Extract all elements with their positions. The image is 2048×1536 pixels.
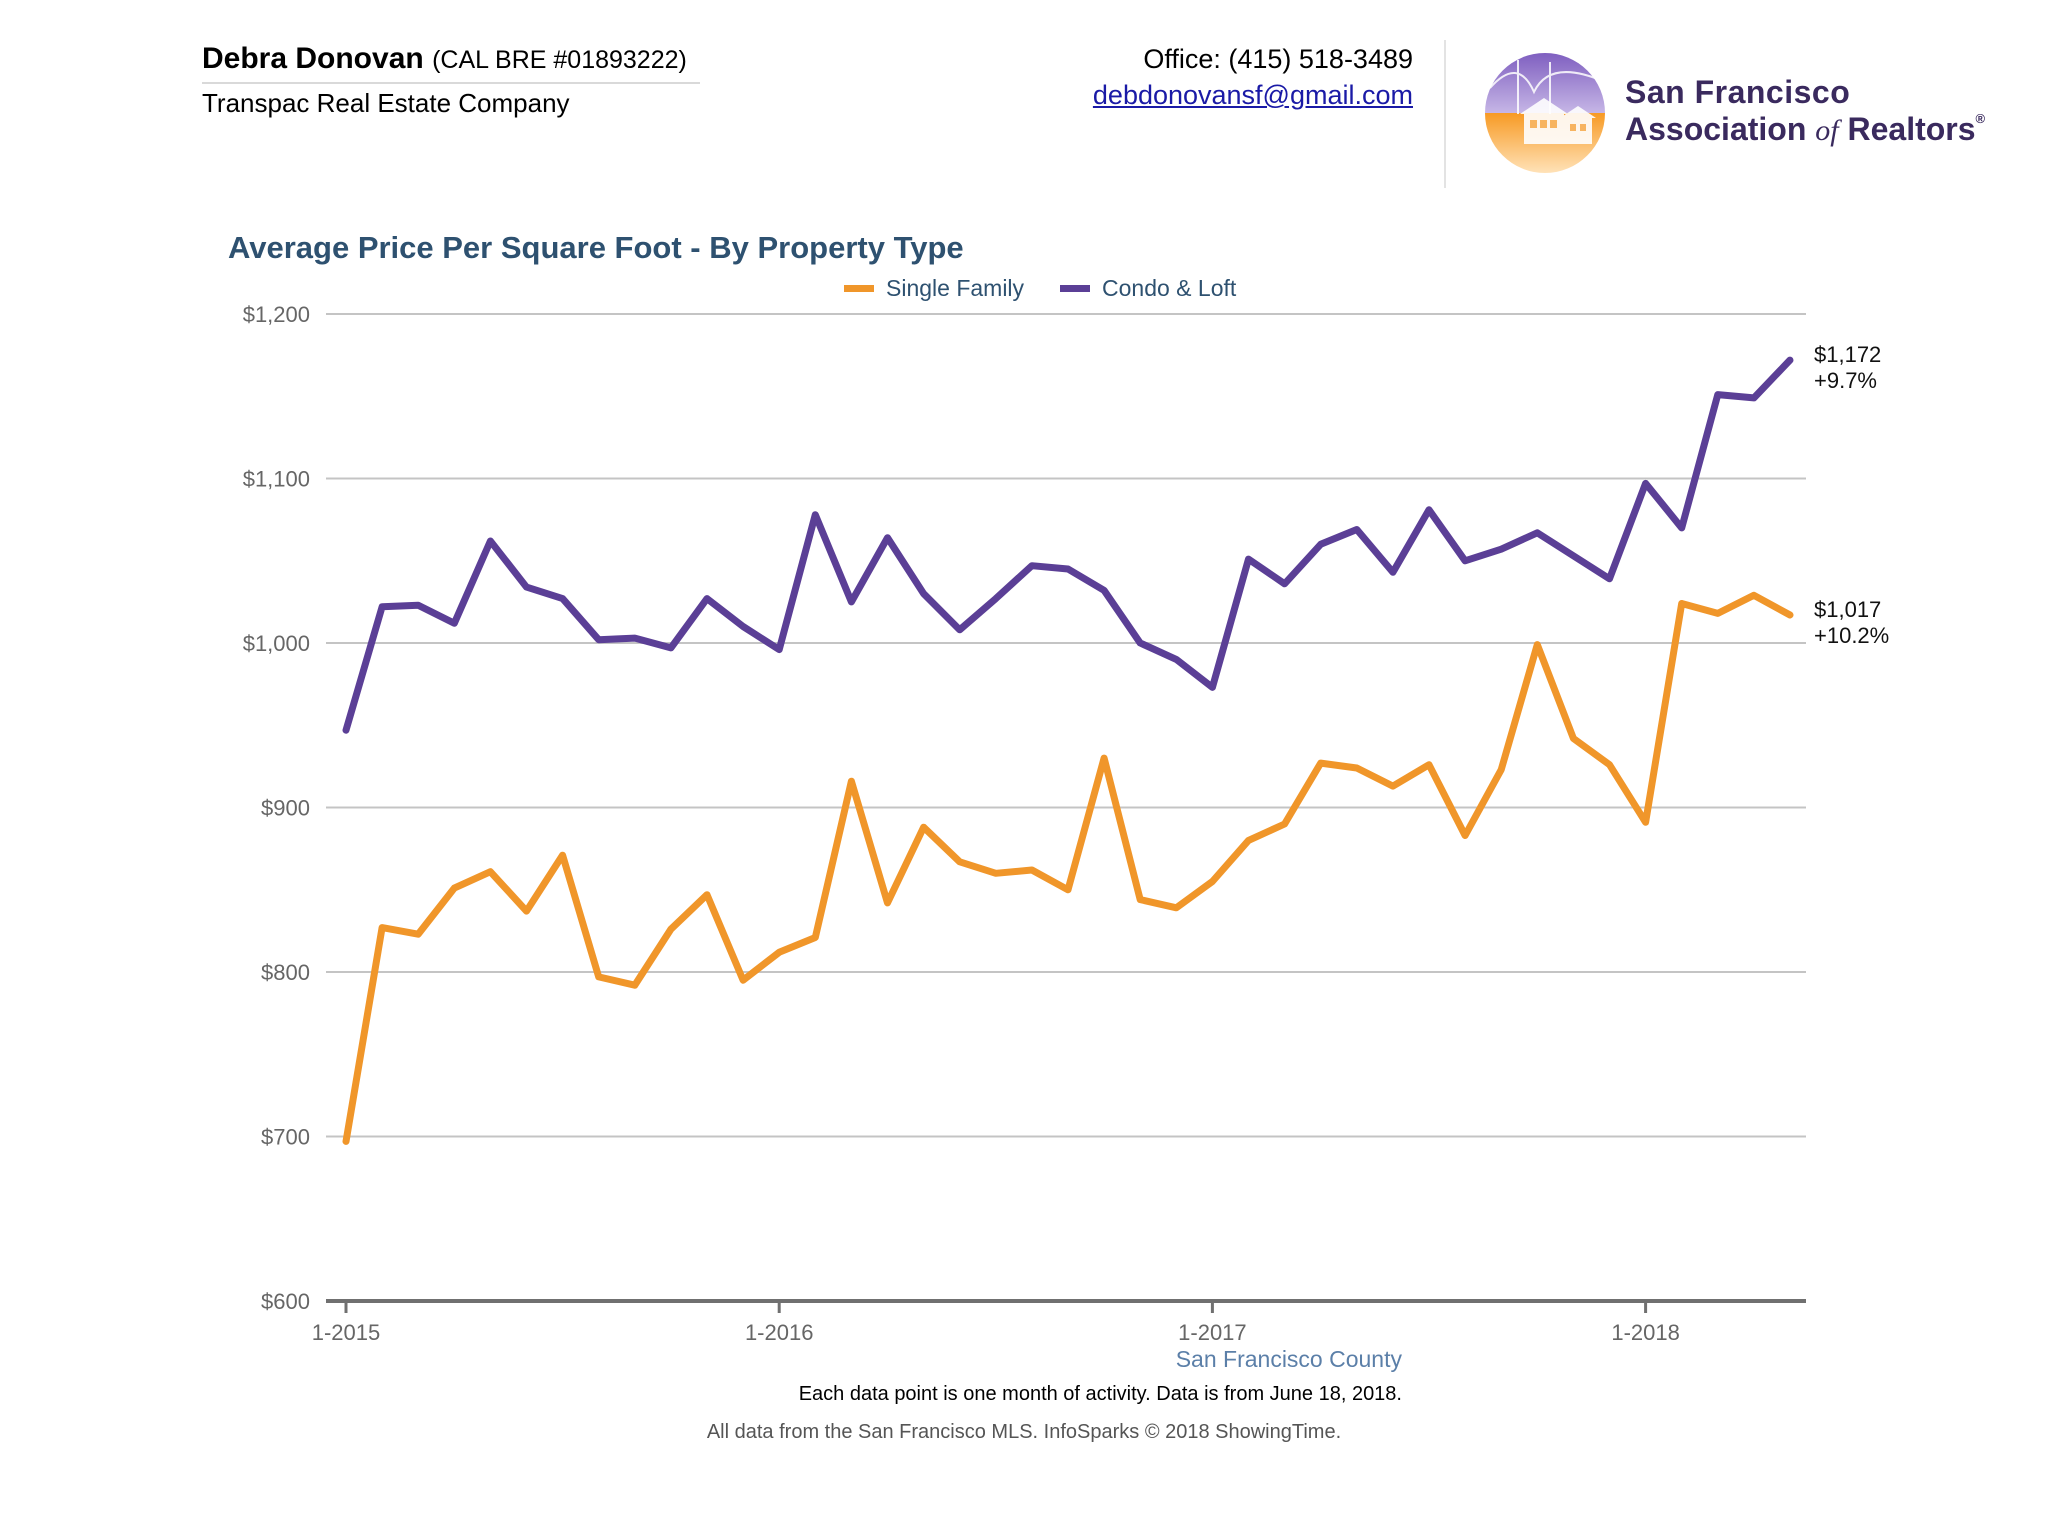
legend-label-condo-loft: Condo & Loft	[1102, 275, 1237, 301]
association-name-line1: San Francisco	[1625, 74, 1850, 111]
legend-label-single-family: Single Family	[886, 275, 1025, 301]
x-tick-label: 1-2017	[1178, 1320, 1247, 1345]
y-tick-label: $1,100	[243, 467, 310, 492]
name-underline-divider	[202, 82, 700, 84]
grid-lines	[326, 313, 1806, 1138]
data-footnote: Each data point is one month of activity…	[798, 1383, 1402, 1405]
agent-license: (CAL BRE #01893222)	[432, 46, 687, 74]
y-tick-label: $800	[261, 960, 310, 985]
association-realtors: Realtors	[1847, 111, 1976, 147]
agent-name-row: Debra Donovan (CAL BRE #01893222)	[202, 42, 687, 76]
source-note: All data from the San Francisco MLS. Inf…	[706, 1421, 1342, 1443]
association-name-line1-text: San Francisco	[1625, 74, 1851, 110]
region-label: San Francisco County	[1175, 1346, 1402, 1372]
legend-swatch-single-family	[844, 285, 874, 292]
registered-mark: ®	[1975, 111, 1986, 126]
agent-email-link[interactable]: debdonovansf@gmail.com	[1092, 80, 1413, 110]
y-tick-label: $700	[261, 1125, 310, 1150]
y-tick-label: $1,000	[243, 631, 310, 656]
chart-title: Average Price Per Square Foot - By Prope…	[228, 230, 964, 265]
series-line-single-family	[342, 591, 1794, 1145]
series-lines	[342, 356, 1794, 1145]
header-divider	[1444, 40, 1446, 188]
legend-swatch-condo-loft	[1060, 285, 1090, 292]
agent-company: Transpac Real Estate Company	[202, 88, 570, 118]
office-phone: Office: (415) 518-3489	[1143, 44, 1413, 74]
legend-item-condo-loft: Condo & Loft	[1060, 275, 1236, 302]
agent-name: Debra Donovan	[202, 42, 424, 75]
y-axis-tick-labels: $600 $700 $800 $900 $1,000 $1,100 $1,200	[243, 302, 310, 1314]
y-tick-label: $900	[261, 796, 310, 821]
y-tick-label: $1,200	[243, 302, 310, 327]
association-name-line2: Association of Realtors®	[1625, 111, 1985, 148]
association-of: of	[1815, 114, 1839, 147]
association-logo-icon	[1485, 53, 1606, 173]
y-tick-label: $600	[261, 1289, 310, 1314]
x-tick-label: 1-2018	[1611, 1320, 1680, 1345]
association-word: Association	[1625, 111, 1807, 147]
end-change-label-single-family: +10.2%	[1814, 623, 1889, 648]
x-axis: 1-2015 1-2016 1-2017 1-2018	[312, 1299, 1806, 1345]
end-change-label-condo-loft: +9.7%	[1814, 368, 1877, 393]
x-tick-label: 1-2015	[312, 1320, 381, 1345]
series-line-condo-loft	[342, 356, 1794, 734]
end-value-label-single-family: $1,017	[1814, 597, 1881, 622]
end-value-labels: $1,017+10.2% $1,172+9.7%	[1814, 342, 1889, 648]
x-tick-label: 1-2016	[745, 1320, 814, 1345]
legend-item-single-family: Single Family	[844, 275, 1024, 302]
end-value-label-condo-loft: $1,172	[1814, 342, 1881, 367]
